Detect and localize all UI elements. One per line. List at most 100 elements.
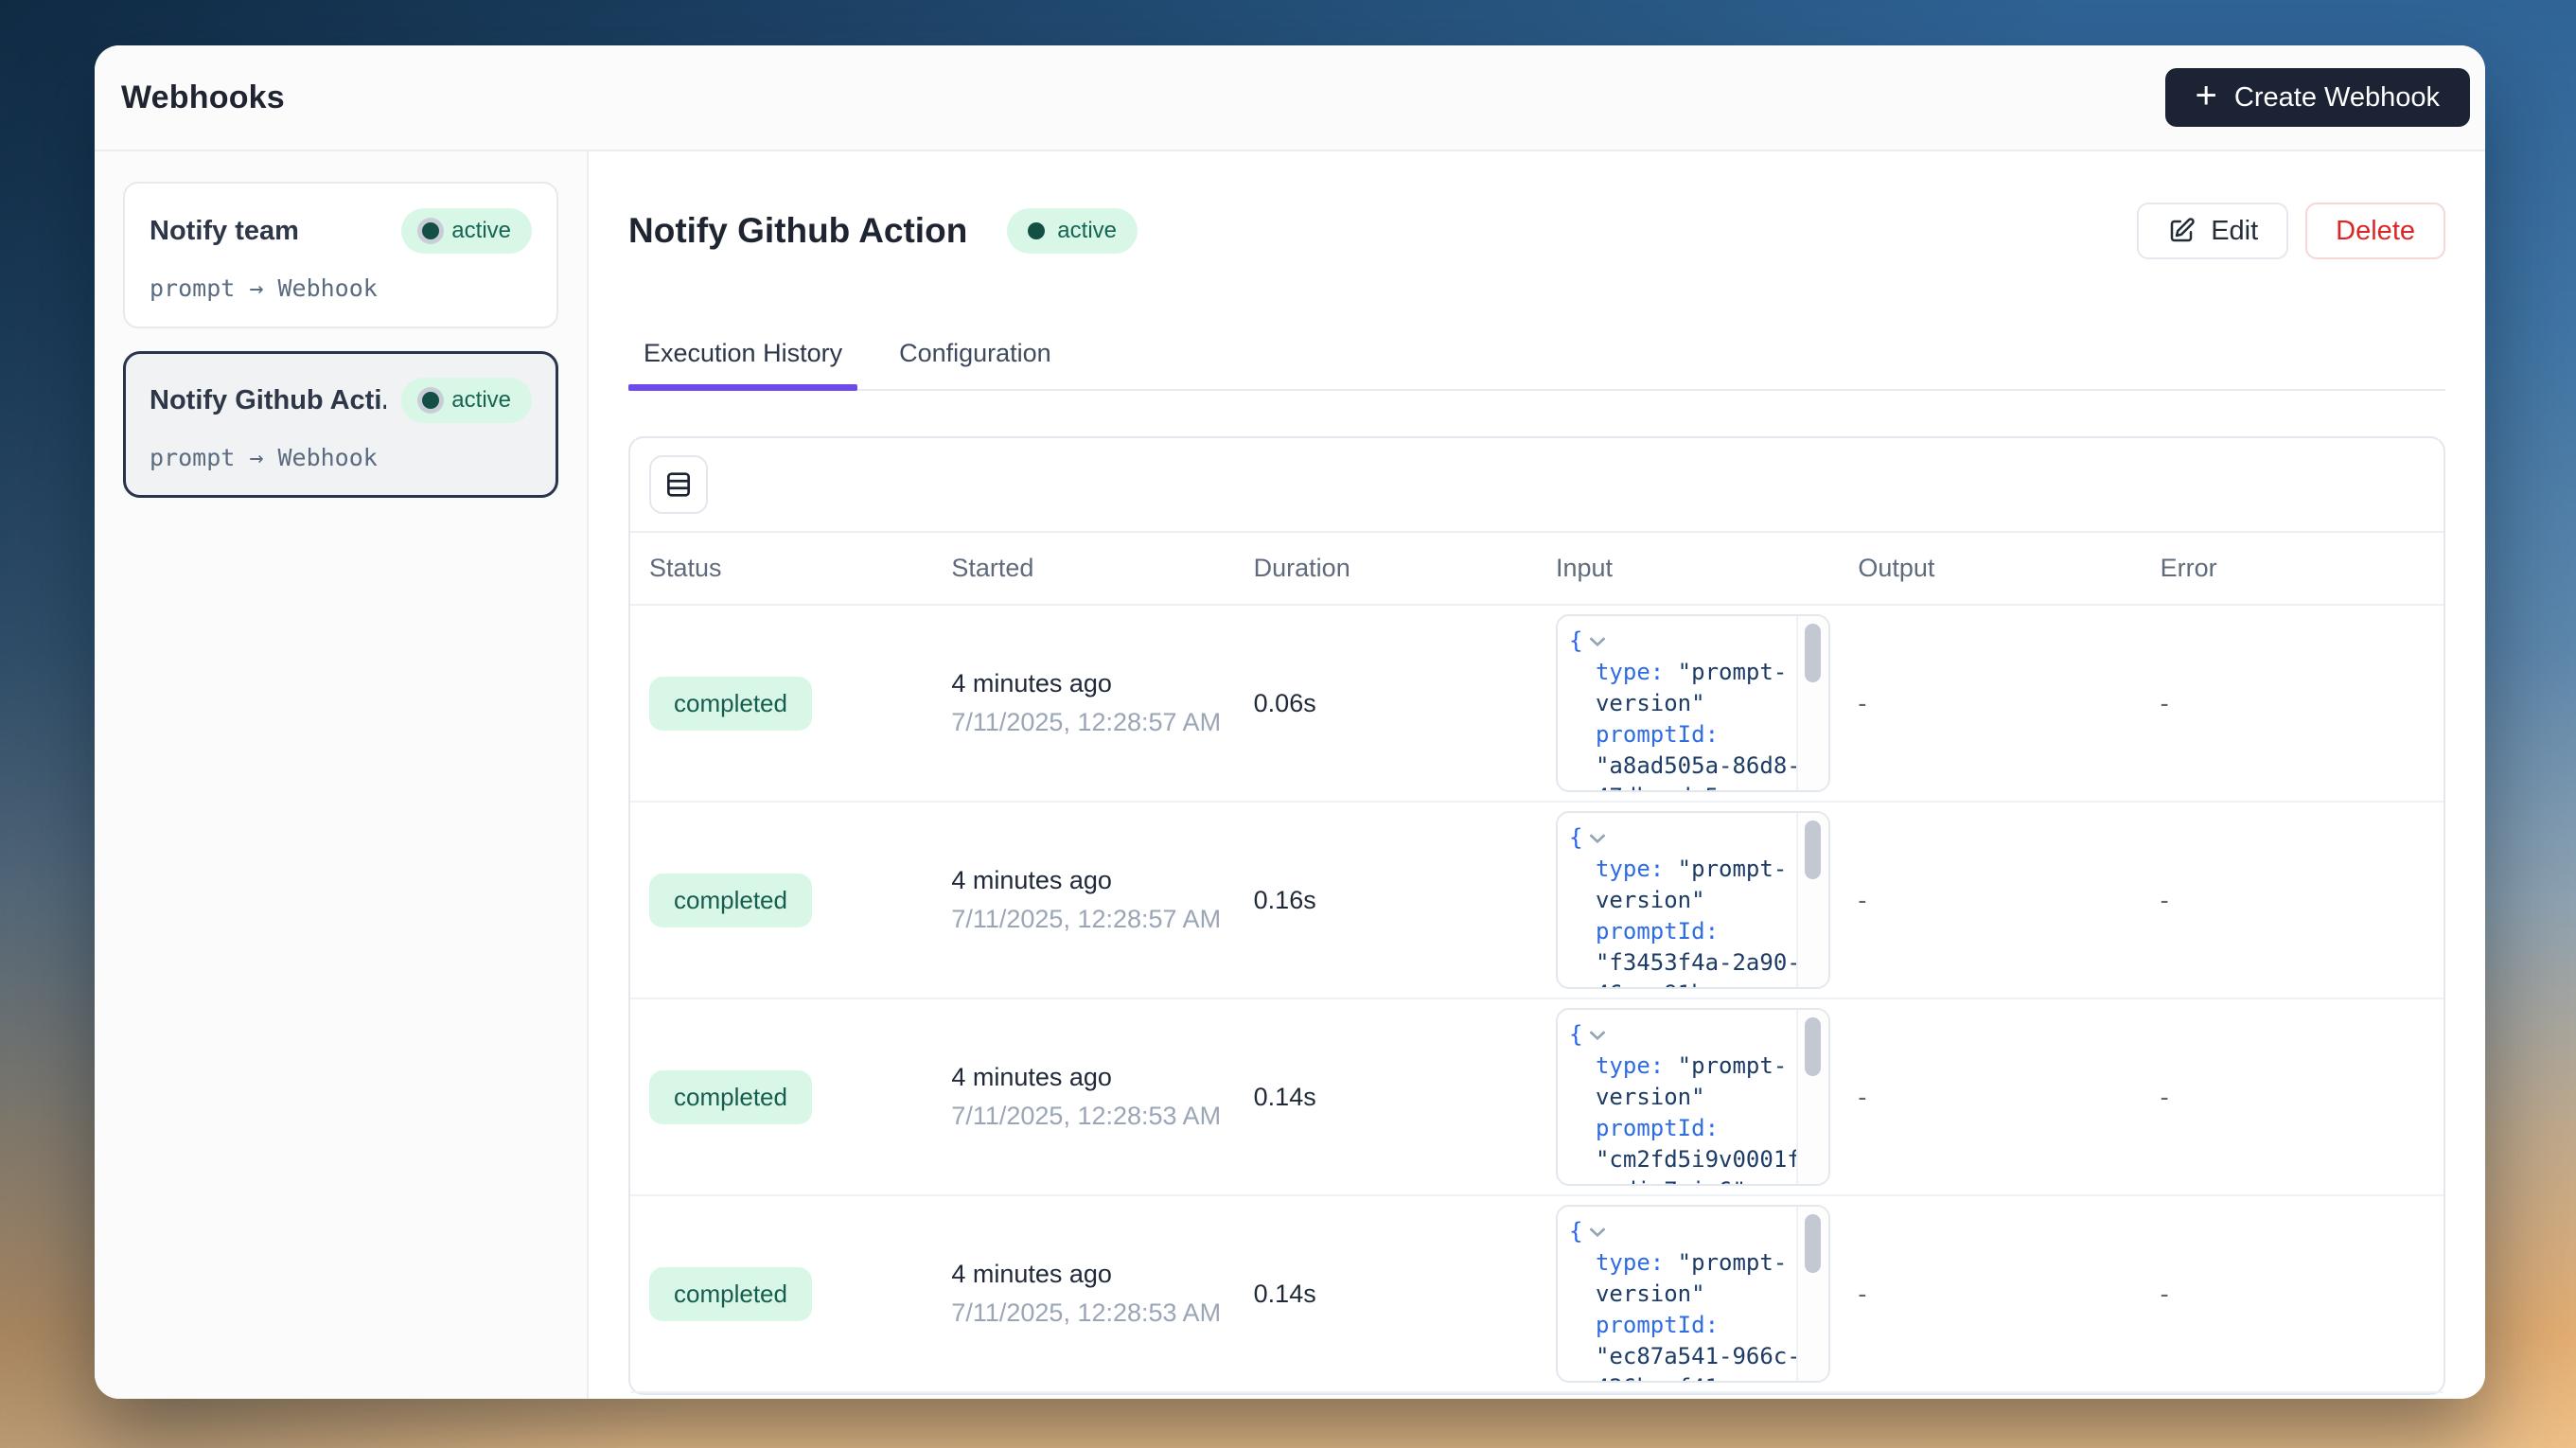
delete-button[interactable]: Delete — [2305, 203, 2445, 259]
error-value: - — [2160, 885, 2169, 914]
json-scrollbar[interactable] — [1795, 616, 1828, 790]
json-value: "cm2fd5i9v0001ff — [1595, 1146, 1815, 1173]
started-relative: 4 minutes ago — [951, 669, 1112, 698]
execution-table-body: completed 4 minutes ago 7/11/2025, 12:28… — [630, 605, 2444, 1393]
column-header-status: Status — [630, 533, 933, 606]
tab-configuration[interactable]: Configuration — [899, 339, 1051, 367]
webhook-name: Notify team — [150, 215, 299, 246]
json-line: "cm2fd5i9v0001ff — [1569, 1144, 1814, 1175]
page-title: Webhooks — [121, 79, 285, 115]
table-rows-view-button[interactable] — [649, 455, 708, 514]
tab-execution-history[interactable]: Execution History — [628, 339, 858, 391]
json-scrollbar-thumb[interactable] — [1804, 624, 1821, 682]
json-root-line: { — [1569, 1216, 1791, 1247]
top-bar: Webhooks + Create Webhook — [95, 45, 2485, 151]
json-line: 46aa-91ba — [1569, 979, 1791, 987]
json-scrollbar-thumb[interactable] — [1804, 821, 1821, 879]
chevron-down-icon[interactable] — [1588, 1029, 1607, 1042]
create-webhook-label: Create Webhook — [2233, 81, 2440, 113]
output-value: - — [1858, 1279, 1867, 1308]
execution-history-card: Status Started Duration Input Output Err… — [628, 436, 2445, 1395]
json-value: cmdiv7aia6" — [1596, 1177, 1746, 1184]
chevron-down-icon[interactable] — [1588, 635, 1607, 648]
webhook-list-sidebar: Notify team active prompt → Webhook Noti… — [95, 151, 589, 1399]
json-root-line: { — [1569, 1019, 1791, 1051]
chevron-down-icon[interactable] — [1588, 1226, 1607, 1239]
input-json-preview[interactable]: { type: "prompt-version" promptId: "ec87a5… — [1555, 1205, 1830, 1383]
plus-icon: + — [2195, 75, 2217, 116]
column-header-started: Started — [932, 533, 1235, 606]
started-absolute: 7/11/2025, 12:28:57 AM — [951, 708, 1222, 736]
output-value: - — [1858, 885, 1867, 914]
json-value: version" — [1595, 1084, 1705, 1110]
webhooks-window: Webhooks + Create Webhook Notify team ac… — [95, 45, 2485, 1399]
json-value: version" — [1595, 887, 1705, 913]
json-root-line: { — [1569, 822, 1791, 854]
error-value: - — [2160, 1279, 2169, 1308]
json-scrollbar[interactable] — [1795, 813, 1828, 987]
input-json-preview[interactable]: { type: "prompt-version" promptId: "a8ad50… — [1555, 614, 1830, 792]
started-absolute: 7/11/2025, 12:28:57 AM — [951, 905, 1222, 933]
json-scrollbar-thumb[interactable] — [1804, 1017, 1821, 1076]
active-dot-icon — [422, 392, 440, 409]
edit-pencil-icon — [2170, 218, 2195, 242]
json-value: "ec87a541-966c- — [1595, 1343, 1801, 1369]
json-key: promptId: — [1595, 1115, 1720, 1141]
webhook-route: prompt → Webhook — [150, 274, 378, 302]
json-line: 426b-af41 — [1569, 1372, 1791, 1381]
error-value: - — [2160, 1082, 2169, 1111]
json-line: type: "prompt- — [1569, 854, 1791, 885]
json-line: promptId: — [1569, 916, 1791, 947]
started-relative: 4 minutes ago — [951, 1260, 1112, 1288]
json-line: "f3453f4a-2a90- — [1569, 947, 1801, 979]
chevron-down-icon[interactable] — [1588, 832, 1607, 845]
input-json-preview[interactable]: { type: "prompt-version" promptId: "f3453f… — [1555, 811, 1830, 989]
column-header-duration: Duration — [1234, 533, 1537, 606]
json-scrollbar[interactable] — [1795, 1010, 1828, 1184]
json-value: "f3453f4a-2a90- — [1595, 949, 1801, 976]
json-root-line: { — [1569, 626, 1791, 657]
column-header-output: Output — [1839, 533, 2142, 606]
started-relative: 4 minutes ago — [951, 1063, 1112, 1091]
webhook-card-notify-team[interactable]: Notify team active prompt → Webhook — [123, 182, 558, 328]
json-value: 47db-ade5 — [1596, 784, 1719, 790]
json-value: "prompt- — [1664, 659, 1788, 685]
execution-status-badge: completed — [649, 1266, 812, 1321]
json-value: version" — [1595, 1280, 1705, 1307]
execution-row[interactable]: completed 4 minutes ago 7/11/2025, 12:28… — [630, 802, 2444, 999]
duration-value: 0.14s — [1253, 1082, 1316, 1111]
json-value: 46aa-91ba — [1596, 980, 1719, 987]
json-scrollbar[interactable] — [1795, 1207, 1828, 1381]
execution-row[interactable]: completed 4 minutes ago 7/11/2025, 12:28… — [630, 605, 2444, 803]
json-value: "prompt- — [1664, 1052, 1788, 1079]
json-scrollbar-thumb[interactable] — [1804, 1214, 1821, 1273]
json-key: promptId: — [1595, 918, 1720, 945]
json-line: cmdiv7aia6" — [1569, 1175, 1791, 1184]
json-key: type: — [1595, 1249, 1665, 1276]
json-line: promptId: — [1569, 1310, 1791, 1341]
json-value: "prompt- — [1664, 1249, 1788, 1276]
execution-status-badge: completed — [649, 676, 812, 731]
json-open-brace: { — [1568, 824, 1583, 851]
execution-status-badge: completed — [649, 1069, 812, 1124]
json-line: 47db-ade5 — [1569, 782, 1791, 790]
execution-row[interactable]: completed 4 minutes ago 7/11/2025, 12:28… — [630, 1195, 2444, 1393]
output-value: - — [1858, 688, 1867, 717]
json-line: "ec87a541-966c- — [1569, 1341, 1801, 1372]
json-key: type: — [1595, 1052, 1665, 1079]
json-value: "prompt- — [1664, 856, 1788, 882]
input-json-preview[interactable]: { type: "prompt-version" promptId: "cm2fd5… — [1555, 1008, 1830, 1186]
json-line: type: "prompt- — [1569, 1247, 1791, 1279]
webhook-card-notify-github-action[interactable]: Notify Github Acti... active prompt → We… — [123, 351, 558, 498]
status-badge: active — [401, 208, 532, 254]
edit-button[interactable]: Edit — [2137, 203, 2289, 259]
json-value: version" — [1595, 690, 1705, 716]
execution-status-badge: completed — [649, 873, 812, 927]
started-absolute: 7/11/2025, 12:28:53 AM — [951, 1298, 1222, 1327]
json-value: 426b-af41 — [1596, 1374, 1719, 1381]
create-webhook-button[interactable]: + Create Webhook — [2164, 68, 2470, 127]
json-open-brace: { — [1568, 1218, 1583, 1245]
detail-tabs: Execution History Configuration — [628, 339, 2445, 391]
duration-value: 0.14s — [1253, 1279, 1316, 1308]
execution-row[interactable]: completed 4 minutes ago 7/11/2025, 12:28… — [630, 998, 2444, 1196]
